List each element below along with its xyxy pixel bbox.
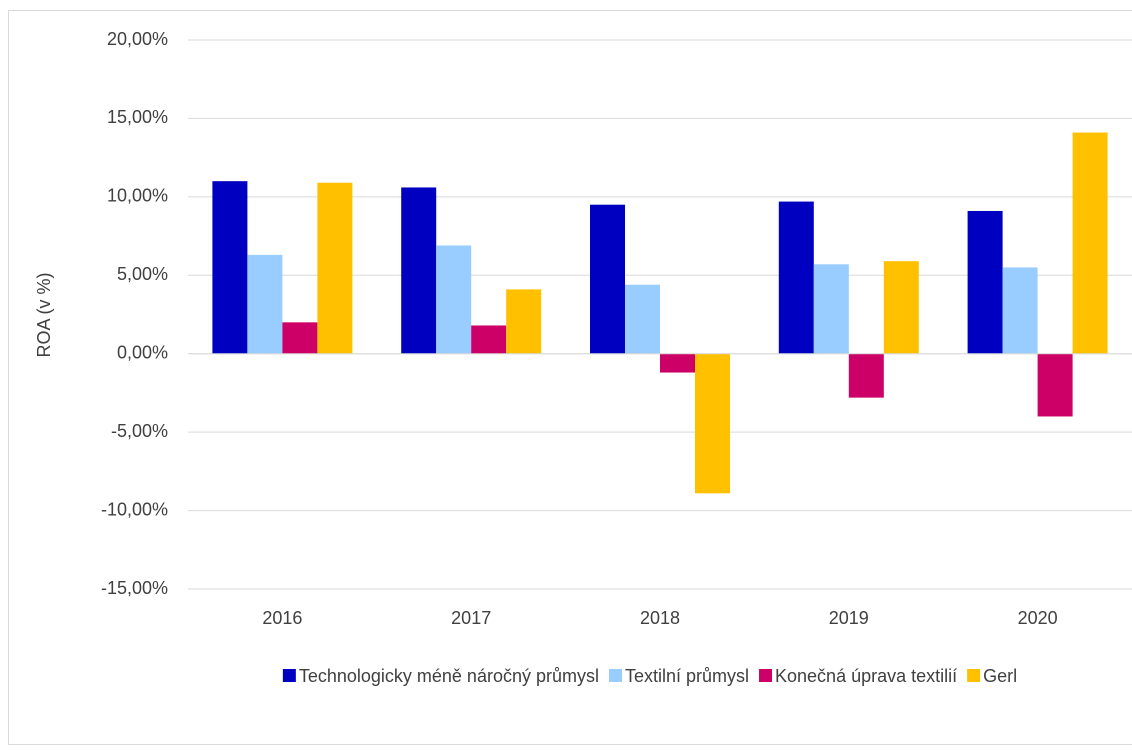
- y-tick-label: 10,00%: [107, 186, 168, 206]
- y-tick-label: 15,00%: [107, 107, 168, 127]
- chart-frame: [8, 10, 1132, 745]
- bar: [813, 264, 849, 354]
- bar: [625, 284, 660, 354]
- bar: [1072, 132, 1108, 354]
- bar: [282, 322, 318, 354]
- bar: [436, 245, 472, 354]
- x-tick-label: 2018: [640, 608, 680, 628]
- bar: [967, 210, 1003, 354]
- legend-swatch: [282, 669, 296, 682]
- bar: [1002, 267, 1038, 354]
- y-tick-label: -10,00%: [101, 499, 168, 519]
- y-tick-label: 20,00%: [107, 29, 168, 49]
- legend-label: Textilní průmysl: [625, 666, 749, 686]
- x-tick-label: 2016: [262, 608, 302, 628]
- legend-swatch: [759, 669, 773, 682]
- y-tick-label: 5,00%: [117, 264, 168, 284]
- bar: [247, 254, 283, 354]
- y-axis-label: ROA (v %): [34, 272, 54, 357]
- bar: [317, 182, 353, 354]
- bar: [471, 325, 507, 354]
- y-tick-label: -15,00%: [101, 578, 168, 598]
- bar: [506, 289, 542, 354]
- y-tick-label: -5,00%: [111, 421, 168, 441]
- bar: [401, 187, 437, 354]
- bar: [848, 353, 884, 398]
- legend-label: Technologicky méně náročný průmysl: [299, 666, 599, 686]
- bar: [1037, 353, 1073, 417]
- x-tick-label: 2017: [451, 608, 491, 628]
- bar: [212, 181, 248, 354]
- x-tick-label: 2019: [829, 608, 869, 628]
- bar: [660, 353, 695, 373]
- bar: [778, 201, 814, 354]
- bar: [695, 353, 730, 494]
- x-tick-label: 2020: [1018, 608, 1058, 628]
- legend-swatch: [967, 669, 981, 682]
- bar: [590, 204, 625, 354]
- bar: [883, 261, 919, 354]
- legend-swatch: [608, 669, 622, 682]
- y-tick-label: 0,00%: [117, 342, 168, 362]
- legend-label: Gerl: [983, 666, 1017, 686]
- legend-label: Konečná úprava textilií: [775, 666, 957, 686]
